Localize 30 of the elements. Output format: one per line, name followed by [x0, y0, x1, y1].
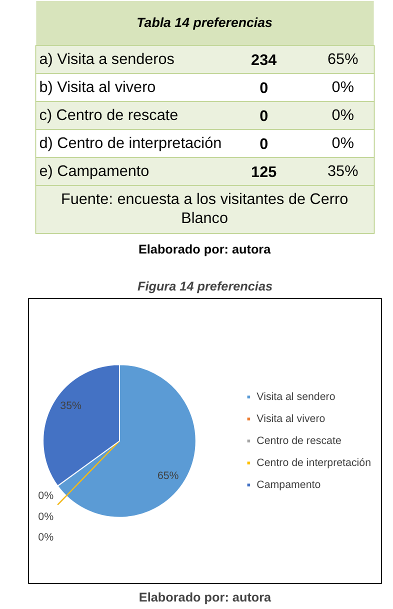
text: e) Campamento — [39, 163, 150, 180]
legend-label: Campamento — [256, 478, 321, 490]
chart-title: Figura 14 preferencias — [137, 280, 273, 294]
legend-label: Centro de rescate — [256, 434, 342, 446]
text: 234 — [251, 52, 278, 69]
text: Elaborado por: autora — [138, 242, 272, 256]
text: d) Centro de interpretación — [39, 135, 222, 152]
text: 0% — [38, 490, 54, 502]
text: 0% — [38, 510, 54, 523]
text: 65% — [328, 51, 359, 68]
text: 125 — [251, 164, 278, 181]
data-label: 65% — [157, 470, 180, 482]
data-label: 35% — [60, 400, 82, 412]
text: b) Visita al vivero — [39, 79, 156, 96]
text: 0 — [260, 136, 268, 153]
text: 0% — [332, 79, 354, 96]
legend-label: Visita al sendero — [256, 390, 336, 402]
text: 0% — [332, 135, 354, 152]
text: 35% — [328, 163, 359, 180]
legend-label: Visita al vivero — [256, 412, 326, 424]
text: 0% — [38, 532, 54, 544]
legend-label: Centro de interpretación — [256, 456, 371, 468]
text: Elaborado por: autora — [138, 590, 272, 604]
text: 0% — [332, 107, 354, 124]
text: Tabla 14 preferencias — [136, 15, 272, 30]
text: 0 — [260, 108, 268, 125]
text: 0 — [260, 80, 268, 97]
text: c) Centro de rescate — [39, 107, 178, 124]
text: a) Visita a senderos — [39, 51, 175, 68]
source-note: Fuente: encuesta a los visitantes de Cerro Blanco — [60, 191, 348, 227]
